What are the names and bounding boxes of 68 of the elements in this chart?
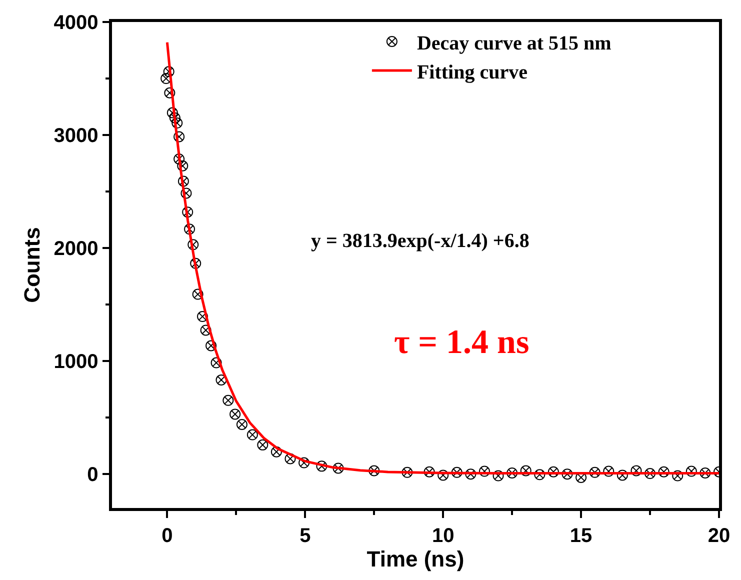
point <box>332 462 344 474</box>
point <box>169 112 180 124</box>
point <box>492 470 504 482</box>
point <box>548 466 559 478</box>
point <box>284 453 296 464</box>
point <box>589 466 600 478</box>
point <box>520 465 532 476</box>
point <box>174 131 185 142</box>
point <box>180 188 192 199</box>
point <box>298 457 310 468</box>
point <box>658 466 670 478</box>
x-tick-label: 5 <box>300 524 311 547</box>
point <box>562 468 573 480</box>
point <box>184 224 196 235</box>
point <box>672 470 684 482</box>
point <box>246 429 258 440</box>
y-tick-label: 0 <box>87 464 98 486</box>
point <box>686 466 697 477</box>
point <box>316 460 328 472</box>
point <box>424 466 435 478</box>
x-tick-label: 0 <box>162 524 173 547</box>
point <box>630 465 642 476</box>
point <box>178 176 189 187</box>
point <box>506 467 518 478</box>
point <box>206 340 217 352</box>
point <box>534 469 546 480</box>
y-tick-label: 3000 <box>54 125 98 148</box>
point <box>451 466 462 478</box>
y-tick-label: 1000 <box>54 351 98 374</box>
point <box>188 239 199 250</box>
point <box>190 258 202 269</box>
legend-label: Decay curve at 515 nm <box>416 32 612 54</box>
point <box>210 357 222 368</box>
annotation: y = 3813.9exp(-x/1.4) +6.8 <box>311 230 530 252</box>
point <box>166 107 178 118</box>
point <box>700 467 711 478</box>
point <box>230 408 241 420</box>
x-axis-title: Time (ns) <box>366 546 464 572</box>
point <box>402 466 413 478</box>
point <box>438 470 449 481</box>
y-tick-label: 4000 <box>54 12 98 34</box>
x-tick-label: 20 <box>708 524 730 547</box>
point <box>174 153 185 164</box>
point <box>192 288 204 300</box>
point <box>172 118 183 129</box>
point <box>222 394 234 406</box>
point <box>163 66 174 78</box>
point <box>236 418 248 430</box>
point <box>177 160 188 172</box>
point <box>616 470 628 481</box>
annotation: τ = 1.4 ns <box>394 324 530 361</box>
x-tick-label: 10 <box>432 524 454 547</box>
point <box>465 468 476 480</box>
x-tick-label: 15 <box>570 524 592 547</box>
point <box>603 466 614 477</box>
point <box>644 468 656 480</box>
y-tick-label: 2000 <box>54 238 98 260</box>
point <box>216 374 227 386</box>
point <box>479 466 490 477</box>
point <box>197 311 208 322</box>
point <box>164 87 176 98</box>
point <box>270 446 282 458</box>
point <box>368 465 380 476</box>
point <box>257 439 268 450</box>
point <box>182 206 194 218</box>
y-axis-title: Counts <box>20 227 45 303</box>
point <box>200 324 212 336</box>
legend-label: Fitting curve <box>416 61 528 84</box>
